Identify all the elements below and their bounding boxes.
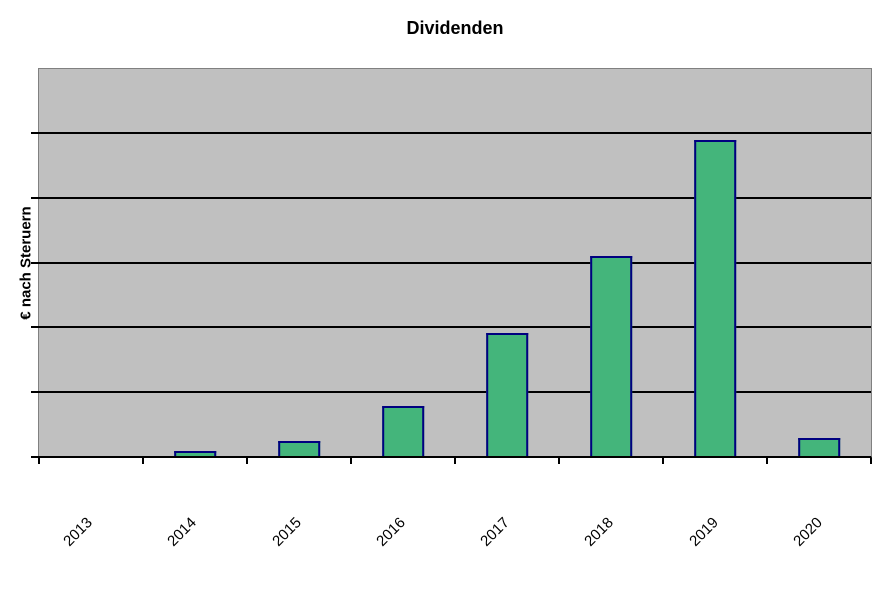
x-axis-label-2017: 2017 [477, 514, 513, 550]
bar-2017 [486, 333, 528, 456]
x-axis-label-2014: 2014 [164, 514, 201, 550]
y-axis-tick [31, 325, 39, 328]
gridline [39, 196, 871, 199]
x-axis-left-extension [31, 456, 39, 458]
bar-2020 [798, 437, 840, 456]
x-axis-tick [142, 458, 144, 464]
x-axis-label-2020: 2020 [790, 514, 826, 550]
x-axis-tick [454, 458, 456, 464]
bar-2015 [278, 441, 320, 456]
y-axis-tick [31, 261, 39, 264]
x-axis-label-2019: 2019 [685, 514, 722, 550]
x-axis-label-2016: 2016 [373, 514, 409, 550]
x-axis-tick [350, 458, 352, 464]
bar-2014 [174, 450, 216, 456]
y-axis-tick [31, 196, 39, 199]
y-axis-tick [31, 390, 39, 393]
x-axis-tick [246, 458, 248, 464]
bar-2016 [382, 406, 424, 456]
x-axis-tick [38, 458, 40, 464]
x-axis-tick [558, 458, 560, 464]
gridline [39, 261, 871, 264]
x-axis-tick [870, 458, 872, 464]
bar-2019 [694, 139, 736, 456]
x-axis-tick [662, 458, 664, 464]
bar-2018 [590, 256, 632, 456]
gridline [39, 390, 871, 393]
x-axis-label-2018: 2018 [581, 514, 618, 550]
gridline [39, 132, 871, 135]
chart-title: Dividenden [406, 18, 504, 38]
y-axis-tick [31, 132, 39, 135]
x-axis-tick [766, 458, 768, 464]
x-axis-label-2013: 2013 [60, 514, 96, 550]
plot-area [31, 68, 872, 464]
gridline [39, 325, 871, 328]
x-axis-labels: 2013 2014 2015 2016 2017 2018 2019 2020 [38, 458, 872, 578]
x-axis-label-2015: 2015 [268, 514, 305, 550]
